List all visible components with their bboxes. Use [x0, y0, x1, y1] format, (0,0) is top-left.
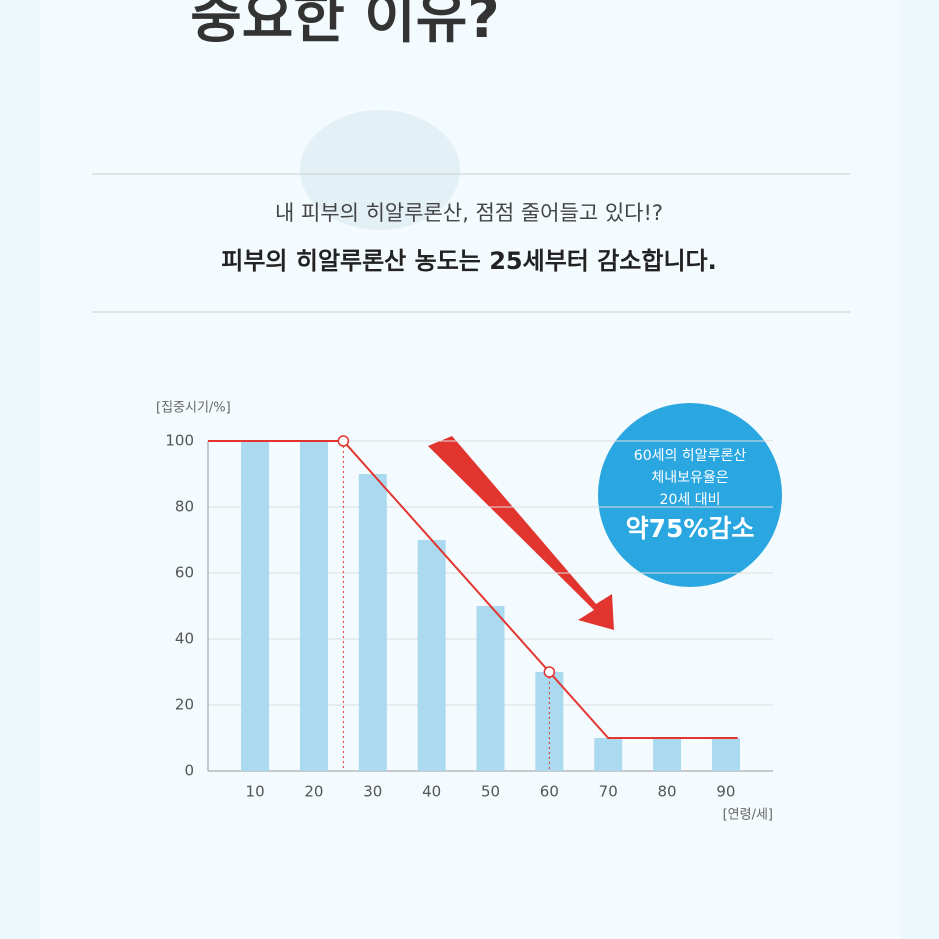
bar [711, 738, 740, 771]
x-tick-label: 20 [304, 783, 323, 801]
marker [337, 435, 350, 447]
x-tick-label: 60 [540, 783, 559, 801]
intro-headline: 피부의 히알루론산 농도는 25세부터 감소합니다. [221, 247, 716, 275]
callout-text: 체내보유율은 [651, 470, 728, 486]
y-tick-label: 80 [175, 498, 194, 516]
callout-text: 20세 대비 [660, 492, 721, 508]
marker [543, 666, 556, 678]
callout-highlight: 약75%감소 [626, 514, 755, 543]
intro-text: 내 피부의 히알루론산, 점점 줄어들고 있다!? [275, 201, 663, 225]
x-tick-label: 80 [658, 783, 677, 801]
trend-arrow [428, 436, 614, 630]
heading: 중요한 이유? [190, 0, 500, 51]
x-tick-label: 90 [716, 783, 735, 801]
x-tick-label: 70 [599, 783, 618, 801]
bar [417, 540, 446, 771]
bar [358, 474, 387, 771]
y-tick-label: 20 [175, 696, 194, 714]
bar [535, 672, 564, 771]
decor-drop [300, 110, 460, 230]
x-tick-label: 10 [246, 783, 265, 801]
bar [594, 738, 623, 771]
bar [299, 441, 328, 771]
x-tick-label: 50 [481, 783, 500, 801]
y-tick-label: 60 [175, 564, 194, 582]
y-tick-label: 100 [165, 432, 194, 450]
callout-bubble [598, 403, 782, 587]
x-tick-label: 40 [422, 783, 441, 801]
x-axis-label: [연령/세] [723, 808, 773, 823]
bar [653, 738, 682, 771]
y-tick-label: 40 [175, 630, 194, 648]
callout-text: 60세의 히알루론산 [634, 448, 747, 464]
x-tick-label: 30 [363, 783, 382, 801]
y-tick-label: 0 [184, 762, 194, 780]
bar [241, 441, 270, 771]
y-axis-label: [집중시기/%] [156, 401, 231, 416]
bar [476, 606, 505, 771]
